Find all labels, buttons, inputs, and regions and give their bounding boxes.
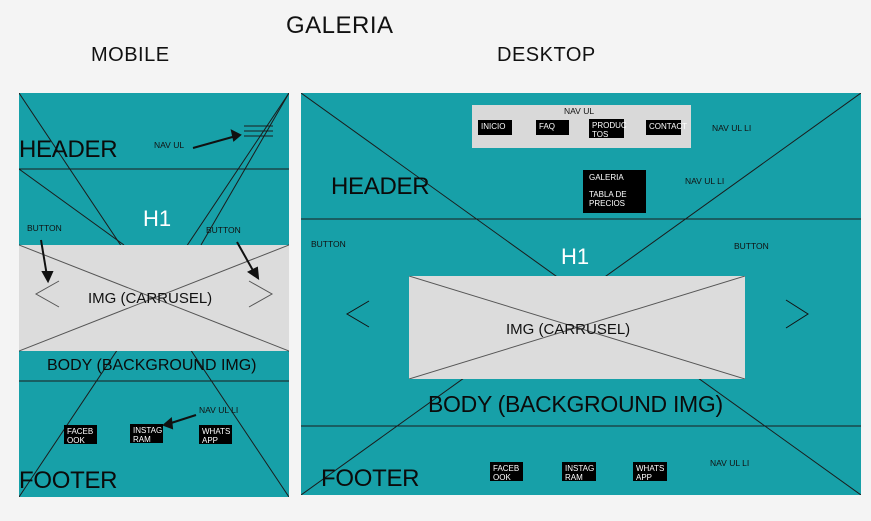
desktop-nav-li-label: NAV UL LI <box>712 123 752 133</box>
mobile-footer-link-instagram[interactable]: INSTAG RAM <box>130 424 163 444</box>
mobile-button-left-label: BUTTON <box>27 223 62 233</box>
mobile-footer-nav-label: NAV UL LI <box>199 405 239 415</box>
mobile-heading: MOBILE <box>91 44 170 66</box>
desktop-carousel-label: IMG (CARRUSEL) <box>506 321 631 338</box>
desktop-h1: H1 <box>561 244 590 269</box>
mobile-footer-link-facebook-line2: OOK <box>67 436 85 445</box>
mobile-footer-link-instagram-line2: RAM <box>133 435 151 444</box>
mobile-footer-link-whatsapp-line1: WHATS <box>202 427 231 436</box>
desktop-dropdown-galeria[interactable]: GALERIA <box>589 173 624 182</box>
mobile-footer-link-facebook-line1: FACEB <box>67 427 94 436</box>
desktop-footer-link-instagram-line1: INSTAG <box>565 464 595 473</box>
desktop-nav-inicio[interactable]: INICIO <box>478 120 512 135</box>
desktop-footer-link-whatsapp-line2: APP <box>636 473 653 482</box>
mobile-body-label: BODY (BACKGROUND IMG) <box>47 357 257 374</box>
desktop-body-label: BODY (BACKGROUND IMG) <box>428 391 723 417</box>
desktop-footer-link-whatsapp-line1: WHATS <box>636 464 665 473</box>
desktop-footer-link-instagram[interactable]: INSTAG RAM <box>562 462 596 482</box>
desktop-button-left-label: BUTTON <box>311 239 346 249</box>
desktop-nav-productos[interactable]: PRODUC TOS <box>589 119 627 139</box>
desktop-footer-link-instagram-line2: RAM <box>565 473 583 482</box>
mobile-footer-link-instagram-line1: INSTAG <box>133 426 163 435</box>
mobile-footer-link-whatsapp-line2: APP <box>202 436 219 445</box>
desktop-footer-label: FOOTER <box>321 465 420 492</box>
desktop-footer-link-facebook-line2: OOK <box>493 473 511 482</box>
desktop-nav-contacto[interactable]: CONTACT <box>646 120 687 135</box>
mobile-h1: H1 <box>143 206 172 231</box>
mobile-header-label: HEADER <box>19 136 118 163</box>
desktop-nav-faq[interactable]: FAQ <box>536 120 569 135</box>
mobile-carousel: IMG (CARRUSEL) <box>19 245 289 351</box>
mobile-carousel-label: IMG (CARRUSEL) <box>88 290 213 307</box>
desktop-footer-link-whatsapp[interactable]: WHATS APP <box>633 462 667 482</box>
page-title: GALERIA <box>286 12 394 39</box>
desktop-dropdown-label: NAV UL LI <box>685 176 725 186</box>
mobile-nav-label: NAV UL <box>154 140 185 150</box>
mobile-footer-link-facebook[interactable]: FACEB OOK <box>64 425 97 445</box>
desktop-dropdown[interactable]: GALERIA TABLA DE PRECIOS <box>583 170 646 213</box>
desktop-carousel: IMG (CARRUSEL) <box>409 276 745 379</box>
mobile-button-right-label: BUTTON <box>206 225 241 235</box>
mobile-carousel-cross <box>19 245 289 351</box>
mobile-footer-link-whatsapp[interactable]: WHATS APP <box>199 425 232 445</box>
desktop-button-right-label: BUTTON <box>734 241 769 251</box>
desktop-heading: DESKTOP <box>497 44 596 66</box>
desktop-footer-link-facebook[interactable]: FACEB OOK <box>490 462 523 482</box>
desktop-footer-link-facebook-line1: FACEB <box>493 464 520 473</box>
mobile-footer-label: FOOTER <box>19 467 118 494</box>
desktop-header-label: HEADER <box>331 173 430 200</box>
desktop-carousel-cross <box>409 276 745 379</box>
desktop-nav-label: NAV UL <box>564 106 595 116</box>
desktop-footer-nav-label: NAV UL LI <box>710 458 750 468</box>
desktop-dropdown-precios[interactable]: TABLA DE PRECIOS <box>589 190 627 208</box>
